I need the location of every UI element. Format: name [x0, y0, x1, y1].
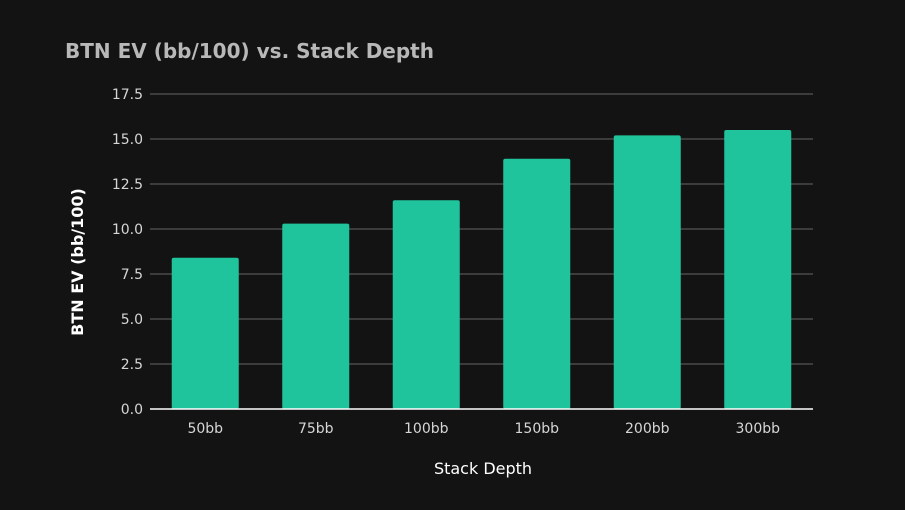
x-axis-label: Stack Depth: [434, 459, 532, 478]
y-tick-label: 0.0: [121, 402, 143, 418]
x-tick-label: 50bb: [187, 421, 223, 437]
bars: [171, 130, 792, 409]
y-axis-label: BTN EV (bb/100): [68, 188, 87, 336]
x-tick-label: 100bb: [404, 421, 449, 437]
x-axis-ticks: 50bb 75bb 100bb 150bb 200bb 300bb: [187, 421, 780, 437]
y-tick-label: 2.5: [121, 357, 143, 373]
y-tick-label: 15.0: [112, 132, 143, 148]
x-tick-label: 200bb: [625, 421, 670, 437]
chart-title: BTN EV (bb/100) vs. Stack Depth: [65, 39, 434, 63]
gridlines: [150, 93, 813, 365]
y-axis-ticks: 0.0 2.5 5.0 7.5 10.0 12.5 15.0 17.5: [112, 87, 143, 418]
bar-200bb: [613, 135, 681, 409]
y-tick-label: 5.0: [121, 312, 143, 328]
x-tick-label: 75bb: [298, 421, 334, 437]
y-tick-label: 7.5: [121, 267, 143, 283]
y-tick-label: 12.5: [112, 177, 143, 193]
bar-150bb: [503, 158, 571, 409]
y-tick-label: 10.0: [112, 222, 143, 238]
x-tick-label: 150bb: [515, 421, 560, 437]
y-tick-label: 17.5: [112, 87, 143, 103]
x-tick-label: 300bb: [736, 421, 781, 437]
bar-75bb: [282, 223, 350, 409]
bar-50bb: [171, 257, 239, 409]
bar-100bb: [392, 200, 460, 409]
bar-300bb: [724, 130, 792, 409]
